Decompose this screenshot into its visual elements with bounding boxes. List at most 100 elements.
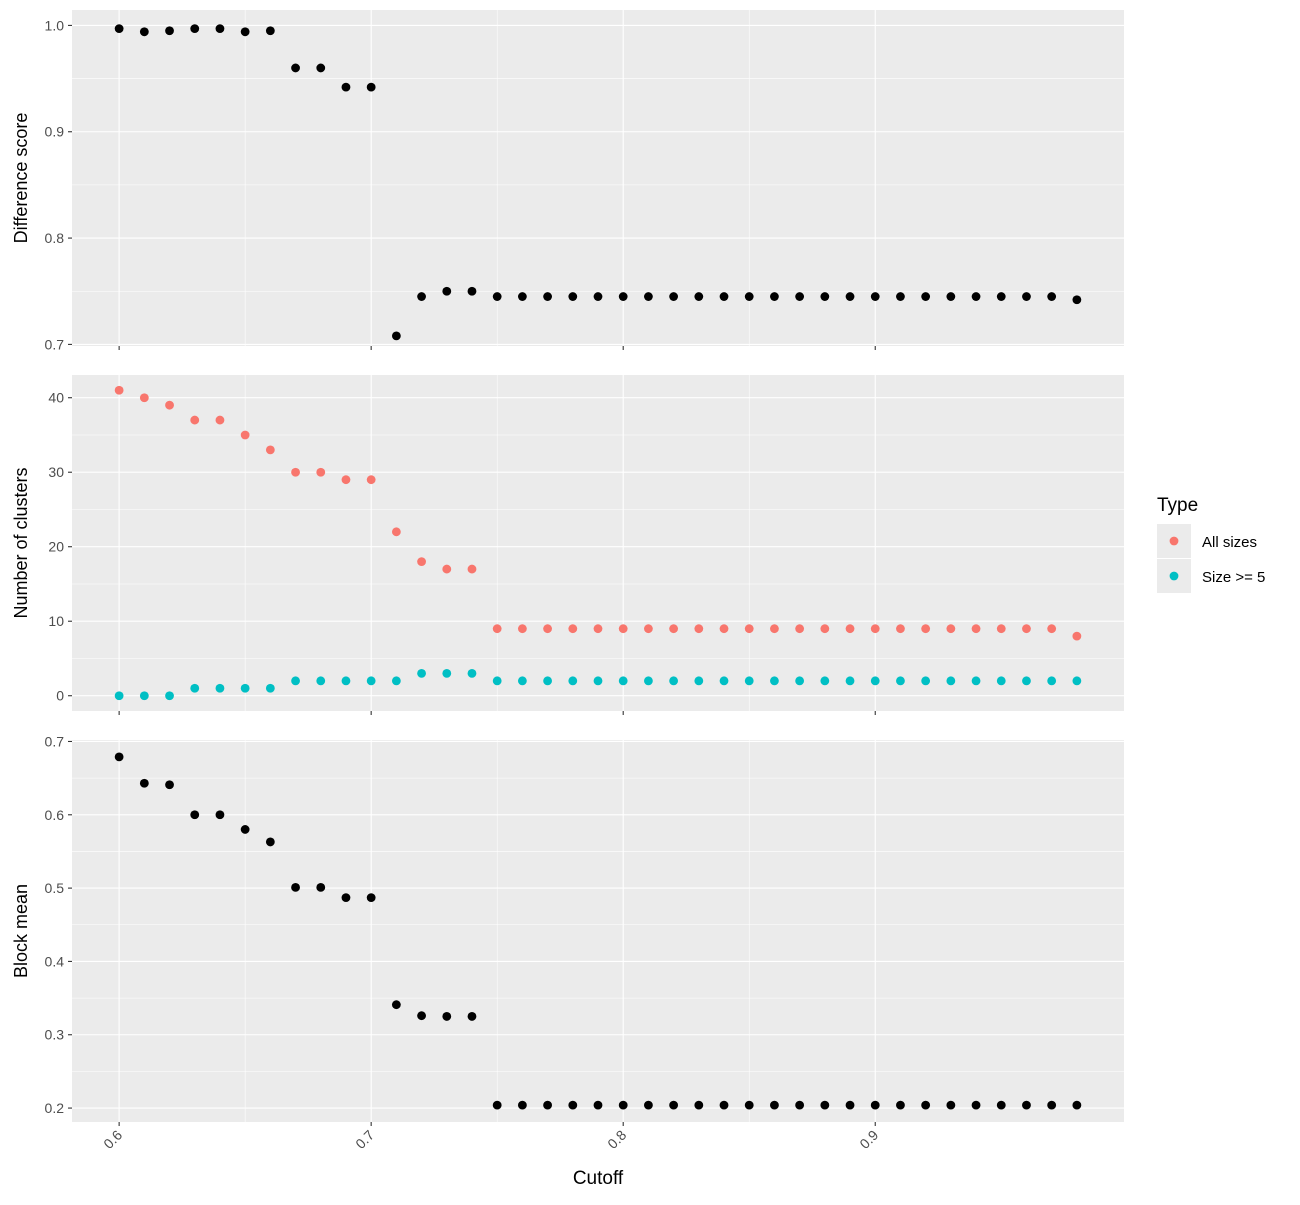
data-point bbox=[896, 624, 905, 634]
data-point bbox=[265, 26, 275, 36]
data-point bbox=[517, 624, 527, 634]
data-point bbox=[618, 676, 628, 686]
panel-background bbox=[72, 375, 1124, 711]
data-point bbox=[820, 624, 830, 634]
data-point bbox=[467, 1012, 477, 1021]
data-point bbox=[366, 475, 376, 485]
data-point bbox=[291, 467, 300, 477]
data-point bbox=[1022, 1100, 1031, 1110]
x-tick-label: 0.9 bbox=[856, 1127, 881, 1152]
data-point bbox=[946, 1100, 956, 1110]
data-point bbox=[996, 624, 1006, 634]
data-point bbox=[719, 624, 729, 634]
data-point bbox=[240, 27, 250, 37]
data-point bbox=[543, 624, 552, 634]
y-tick-label: 0.5 bbox=[45, 880, 65, 896]
data-point bbox=[215, 24, 225, 34]
data-point bbox=[391, 527, 401, 537]
x-axis-title: Cutoff bbox=[573, 1168, 624, 1189]
data-point bbox=[669, 1100, 679, 1110]
data-point bbox=[996, 292, 1006, 301]
data-point bbox=[669, 624, 679, 634]
y-tick-label: 30 bbox=[48, 464, 64, 480]
data-point bbox=[391, 1000, 401, 1010]
data-point bbox=[618, 1100, 628, 1110]
data-point bbox=[921, 676, 931, 686]
data-point bbox=[417, 668, 426, 678]
data-point bbox=[417, 1011, 426, 1021]
panel-background bbox=[72, 740, 1124, 1122]
y-tick-label: 0.7 bbox=[45, 733, 65, 749]
data-point bbox=[946, 676, 956, 686]
data-point bbox=[215, 683, 225, 693]
data-point bbox=[820, 1100, 830, 1110]
data-point bbox=[946, 624, 956, 634]
data-point bbox=[770, 624, 779, 634]
data-point bbox=[593, 676, 603, 686]
data-point bbox=[517, 676, 527, 686]
data-point bbox=[114, 24, 124, 34]
data-point bbox=[139, 691, 149, 701]
data-point bbox=[165, 780, 174, 790]
data-point bbox=[694, 292, 704, 301]
data-point bbox=[265, 837, 275, 847]
y-tick-label: 0.7 bbox=[45, 336, 65, 352]
data-point bbox=[139, 393, 149, 403]
data-point bbox=[114, 691, 124, 701]
data-point bbox=[366, 82, 376, 92]
data-point bbox=[870, 1100, 880, 1110]
data-point bbox=[1072, 1100, 1082, 1110]
data-point bbox=[946, 292, 956, 301]
data-point bbox=[1072, 631, 1082, 641]
data-point bbox=[719, 1100, 729, 1110]
data-point bbox=[971, 676, 981, 686]
data-point bbox=[1047, 676, 1057, 686]
data-point bbox=[114, 385, 124, 395]
data-point bbox=[795, 1100, 805, 1110]
data-point bbox=[896, 1100, 905, 1110]
data-point bbox=[770, 676, 779, 686]
data-point bbox=[1072, 676, 1082, 686]
data-point bbox=[190, 415, 200, 425]
data-point bbox=[795, 292, 805, 301]
data-point bbox=[694, 676, 704, 686]
data-point bbox=[618, 624, 628, 634]
data-point bbox=[1047, 292, 1057, 301]
data-point bbox=[291, 63, 300, 73]
data-point bbox=[316, 882, 326, 892]
data-point bbox=[417, 292, 426, 301]
data-point bbox=[644, 676, 653, 686]
data-point bbox=[593, 292, 603, 301]
y-tick-label: 10 bbox=[48, 613, 64, 629]
data-point bbox=[1072, 295, 1082, 305]
data-point bbox=[896, 676, 905, 686]
data-point bbox=[770, 1100, 779, 1110]
data-point bbox=[1022, 676, 1031, 686]
data-point bbox=[442, 286, 452, 296]
data-point bbox=[719, 292, 729, 301]
data-point bbox=[618, 292, 628, 301]
data-point bbox=[467, 668, 477, 678]
y-tick-label: 0.2 bbox=[45, 1100, 65, 1116]
data-point bbox=[744, 624, 754, 634]
data-point bbox=[442, 564, 452, 574]
data-point bbox=[240, 825, 250, 834]
data-point bbox=[165, 691, 174, 701]
legend-marker bbox=[1169, 571, 1179, 581]
data-point bbox=[442, 1012, 452, 1021]
data-point bbox=[316, 63, 326, 73]
y-axis-title: Difference score bbox=[11, 113, 31, 244]
data-point bbox=[240, 683, 250, 693]
legend-marker bbox=[1169, 536, 1179, 546]
data-point bbox=[719, 676, 729, 686]
data-point bbox=[391, 331, 401, 341]
data-point bbox=[845, 292, 855, 301]
data-point bbox=[341, 475, 351, 485]
data-point bbox=[568, 1100, 578, 1110]
data-point bbox=[744, 292, 754, 301]
data-point bbox=[190, 683, 200, 693]
y-tick-label: 0.8 bbox=[45, 230, 65, 246]
data-point bbox=[114, 752, 124, 762]
data-point bbox=[391, 676, 401, 686]
